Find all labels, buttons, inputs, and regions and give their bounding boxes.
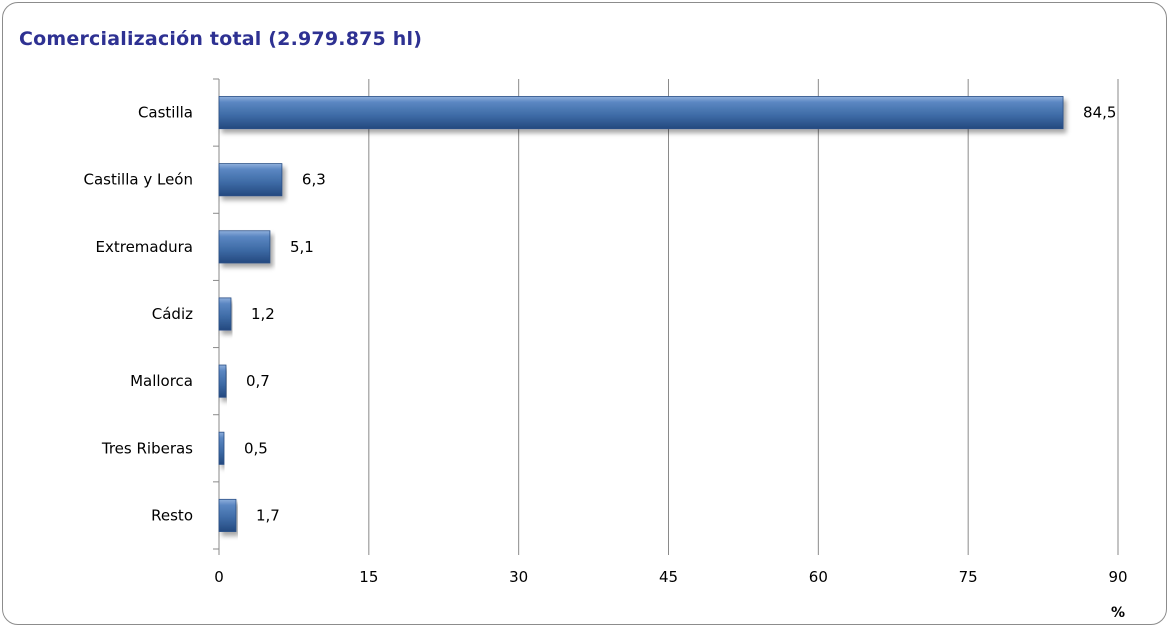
- bars: [218, 96, 1064, 532]
- data-label: 84,5: [1083, 104, 1116, 122]
- bar: [218, 297, 232, 331]
- bar: [218, 364, 227, 398]
- data-label: 6,3: [302, 171, 326, 189]
- x-tick-label: 60: [809, 568, 828, 586]
- x-tick-label: 75: [959, 568, 978, 586]
- bar: [218, 230, 271, 264]
- chart-title: Comercialización total (2.979.875 hl): [19, 28, 423, 50]
- data-label: 5,1: [290, 238, 314, 256]
- bar: [218, 431, 225, 465]
- x-tick-label: 90: [1108, 568, 1127, 586]
- data-label: 0,5: [244, 439, 268, 457]
- data-label: 0,7: [246, 372, 270, 390]
- axes: [213, 78, 1119, 555]
- x-tick-label: 15: [359, 568, 378, 586]
- x-tick-label: 45: [659, 568, 678, 586]
- data-label: 1,7: [256, 506, 280, 524]
- bar: [218, 163, 283, 197]
- data-label: 1,2: [251, 305, 275, 323]
- category-label: Castilla: [138, 104, 193, 122]
- category-label: Cádiz: [152, 305, 193, 323]
- category-label: Mallorca: [130, 372, 193, 390]
- labels: 0 15 30 45 60 75 90 Castilla 84,5 Castilla y León…: [84, 104, 1128, 621]
- category-label: Extremadura: [96, 238, 194, 256]
- gridlines: [368, 79, 1119, 549]
- category-label: Resto: [151, 506, 193, 524]
- x-axis-label: %: [1111, 605, 1125, 621]
- bar: [218, 498, 237, 532]
- bar: [218, 96, 1064, 130]
- x-tick-label: 30: [509, 568, 528, 586]
- category-label: Castilla y León: [84, 171, 193, 189]
- x-tick-label: 0: [214, 568, 224, 586]
- category-label: Tres Riberas: [101, 439, 193, 457]
